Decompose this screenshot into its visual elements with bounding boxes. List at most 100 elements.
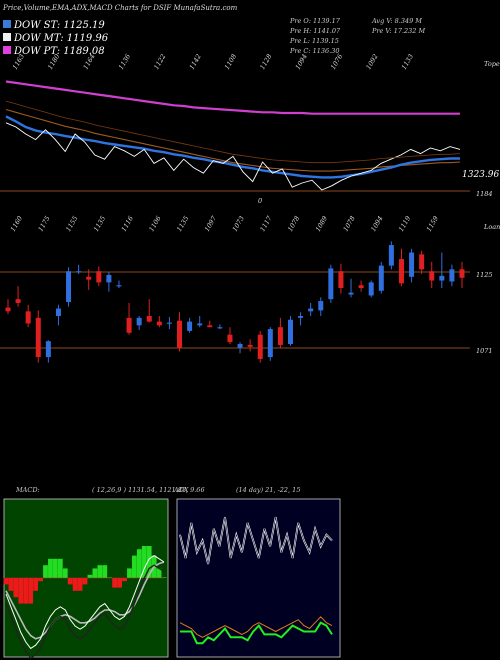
top-tick-label: 1117 [258,214,274,233]
adx-params: (14 day) 21, -22, 15 [236,486,300,494]
macd-histogram-bar [23,578,29,604]
level-label-lower: 1071 [476,347,493,355]
candle-body [338,271,344,288]
candle-body [429,271,435,281]
legend-label-mt: DOW MT: 1119.96 [13,33,109,44]
macd-plot [3,546,167,659]
top-tick-label: 1108 [223,53,238,71]
legend-swatch-st [3,20,11,28]
top-tick-label: 1133 [400,53,415,71]
macd-histogram-bar [131,555,137,578]
stat-low: Pre L: 1139.15 [289,37,339,45]
macd-histogram-bar [43,565,48,578]
macd-histogram-bar [8,578,14,591]
candle-body [348,292,354,295]
candle-panel: Loans 1160 1175 1155 1135 1116 1106 1135 1097 10… [0,214,500,363]
candle-body [368,282,374,296]
macd-histogram-bar [136,549,142,578]
legend-swatch-pt [3,46,11,54]
candle-body [146,316,152,322]
candle-body [419,254,425,270]
top-tick-label: 1135 [92,215,107,233]
adx-di-minus-line [179,616,333,638]
top-tick-label: 1160 [9,215,24,233]
candle-body [298,316,304,318]
macd-histogram-bar [38,578,43,582]
candles [5,241,465,363]
macd-histogram-bar [117,578,122,588]
top-tick-label: 1155 [64,215,79,233]
macd-histogram-bar [112,578,118,588]
ema-price-label: 1323.96 [462,170,499,180]
candle-body [106,274,112,283]
candle-body [227,334,233,343]
macd-histogram-bar [57,558,63,578]
adx-label: ADX [173,486,189,494]
macd-histogram-bar [72,578,78,591]
candle-body [76,271,82,273]
macd-histogram-bar [97,565,103,578]
top-tick-label: 1122 [152,53,167,71]
macd-histogram-bar [156,568,162,578]
top-tick-label: 1094 [369,215,384,233]
candle-body [136,317,142,326]
top-tick-label: 1097 [203,214,219,233]
candle-body [409,252,415,277]
candle-body [187,321,193,331]
macd-histogram-bar [87,574,93,578]
macd-histogram-bar [92,568,98,578]
candle-body [35,317,41,358]
macd-histogram-bar [48,558,53,578]
top-tick-label: 1094 [294,53,309,71]
candle-body [55,308,61,316]
macd-label: MACD: [15,486,40,494]
ema-corner-label: Tope [484,60,500,68]
candle-body [177,320,183,348]
top-tick-label: 1089 [314,215,329,233]
legend-label-pt: DOW PT: 1189.08 [13,46,105,57]
candle-corner-label: Loans [483,223,500,231]
candle-body [116,285,122,287]
legend-swatch-mt [3,33,11,41]
macd-histogram-bar [28,578,34,604]
candle-body [45,341,51,358]
candle-body [439,275,445,281]
top-tick-label: 1076 [329,53,344,71]
macd-histogram-bar [3,578,9,585]
macd-signal-line [5,561,165,640]
candle-body [287,319,293,344]
candle-body [459,269,465,278]
level-label-upper: 1125 [476,271,493,279]
candle-body [318,301,324,311]
candle-body [449,269,455,282]
top-tick-label: 1119 [397,215,412,233]
ema-panel: Tope 1163 1180 1164 1136 1122 1142 1108 1128 109… [0,53,500,205]
candle-body [126,317,132,333]
chart-title: Price,Volume,EMA,ADX,MACD Charts for DSI… [2,4,238,12]
legend-item-pt: DOW PT: 1189.08 [3,46,105,57]
candle-body [237,344,243,348]
macd-histogram-bar [141,546,147,578]
top-tick-label: 1092 [364,53,379,71]
candle-body [166,322,172,324]
macd-histogram-bar [52,558,58,578]
top-tick-label: 1136 [117,53,132,71]
candle-body [388,245,394,266]
top-tick-label: 1073 [231,215,246,233]
ema-envelope-line [5,100,461,164]
candle-top-ticks: 1160 1175 1155 1135 1116 1106 1135 1097 1073 1117… [9,214,440,233]
candle-body [207,325,213,328]
macd-shadow-line [5,564,165,659]
macd-histogram-bar [122,578,127,582]
top-tick-label: 1142 [188,53,203,71]
macd-histogram-bar [146,546,152,578]
macd-histogram-bar [82,578,88,585]
legend-item-st: DOW ST: 1125.19 [3,20,105,31]
top-tick-label: 1116 [120,215,135,233]
ema-bottom-label: 1184 [476,190,493,198]
candle-body [378,265,384,291]
candle-body [96,271,102,283]
ema-long-line [5,80,460,115]
stat-avg-volume: Avg V: 8.349 M [371,17,422,25]
top-tick-label: 1106 [147,215,162,233]
